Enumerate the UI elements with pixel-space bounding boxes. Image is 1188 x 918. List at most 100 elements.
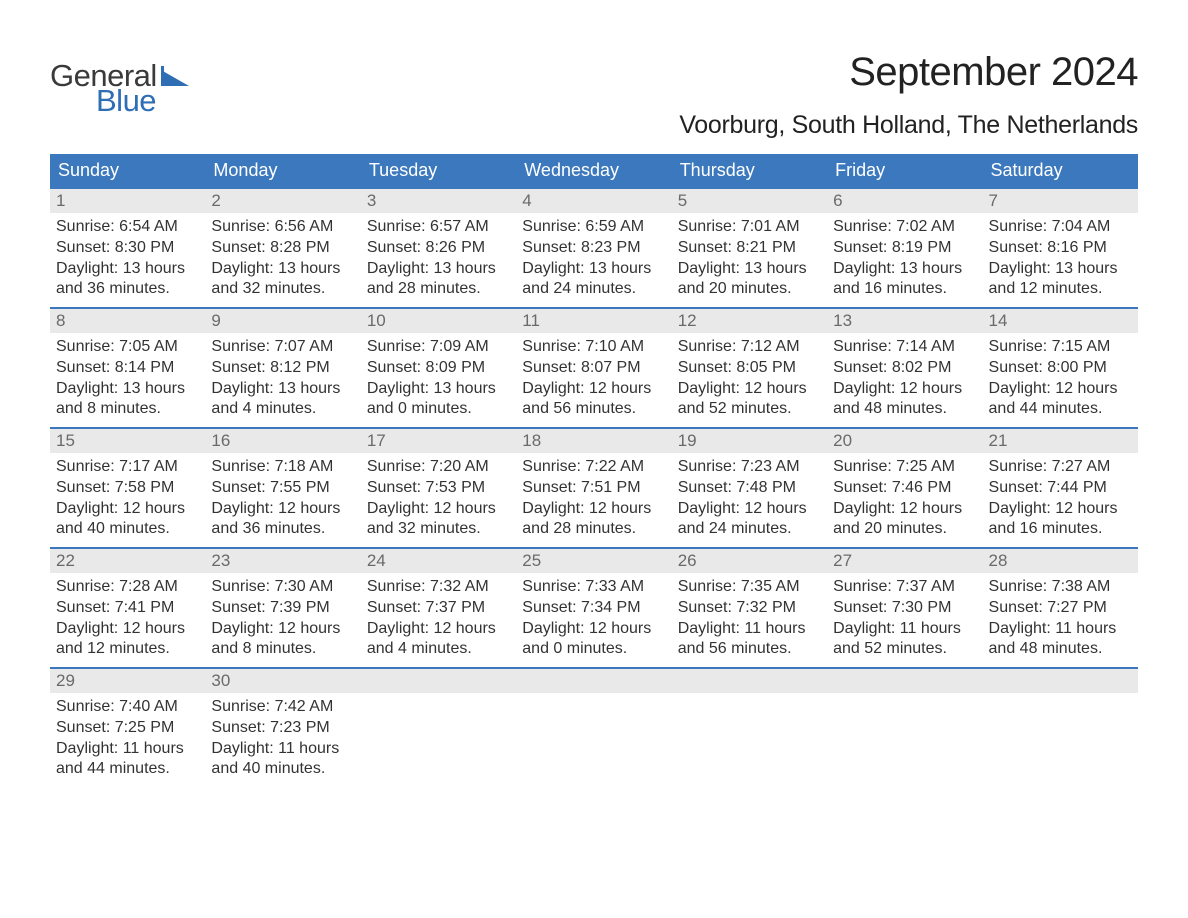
day-sunset: Sunset: 7:27 PM xyxy=(989,598,1132,619)
day-d2: and 40 minutes. xyxy=(211,759,354,780)
day-body: Sunrise: 6:56 AMSunset: 8:28 PMDaylight:… xyxy=(205,213,360,300)
day-body: Sunrise: 7:09 AMSunset: 8:09 PMDaylight:… xyxy=(361,333,516,420)
day-sunrise: Sunrise: 7:15 AM xyxy=(989,337,1132,358)
day-d1: Daylight: 12 hours xyxy=(989,499,1132,520)
day-d2: and 0 minutes. xyxy=(367,399,510,420)
day-number: 14 xyxy=(989,311,1008,330)
day-d2: and 16 minutes. xyxy=(989,519,1132,540)
day-body xyxy=(361,693,516,697)
day-number-row: 11 xyxy=(516,309,671,333)
week-row: 8Sunrise: 7:05 AMSunset: 8:14 PMDaylight… xyxy=(50,307,1138,427)
day-sunset: Sunset: 8:28 PM xyxy=(211,238,354,259)
day-cell: 14Sunrise: 7:15 AMSunset: 8:00 PMDayligh… xyxy=(983,309,1138,427)
day-sunset: Sunset: 7:46 PM xyxy=(833,478,976,499)
day-cell xyxy=(827,669,982,787)
day-cell: 17Sunrise: 7:20 AMSunset: 7:53 PMDayligh… xyxy=(361,429,516,547)
day-d2: and 28 minutes. xyxy=(367,279,510,300)
day-d1: Daylight: 11 hours xyxy=(211,739,354,760)
day-d2: and 44 minutes. xyxy=(989,399,1132,420)
day-d2: and 52 minutes. xyxy=(833,639,976,660)
day-body xyxy=(516,693,671,697)
day-body: Sunrise: 7:38 AMSunset: 7:27 PMDaylight:… xyxy=(983,573,1138,660)
logo: General Blue xyxy=(50,50,189,116)
day-number: 8 xyxy=(56,311,65,330)
day-sunrise: Sunrise: 7:12 AM xyxy=(678,337,821,358)
day-d1: Daylight: 11 hours xyxy=(989,619,1132,640)
day-body: Sunrise: 7:01 AMSunset: 8:21 PMDaylight:… xyxy=(672,213,827,300)
day-body: Sunrise: 7:27 AMSunset: 7:44 PMDaylight:… xyxy=(983,453,1138,540)
day-d1: Daylight: 13 hours xyxy=(211,379,354,400)
day-d1: Daylight: 12 hours xyxy=(678,379,821,400)
day-d2: and 48 minutes. xyxy=(833,399,976,420)
day-number: 15 xyxy=(56,431,75,450)
day-number-row: 18 xyxy=(516,429,671,453)
day-sunrise: Sunrise: 7:07 AM xyxy=(211,337,354,358)
day-sunrise: Sunrise: 7:37 AM xyxy=(833,577,976,598)
day-number-row: 27 xyxy=(827,549,982,573)
day-d2: and 28 minutes. xyxy=(522,519,665,540)
day-body: Sunrise: 6:57 AMSunset: 8:26 PMDaylight:… xyxy=(361,213,516,300)
day-number-row: 2 xyxy=(205,189,360,213)
weekday-header: Saturday xyxy=(983,154,1138,187)
page: General Blue September 2024 Voorburg, So… xyxy=(0,0,1188,787)
day-cell: 7Sunrise: 7:04 AMSunset: 8:16 PMDaylight… xyxy=(983,189,1138,307)
day-number xyxy=(522,671,527,690)
day-d2: and 56 minutes. xyxy=(678,639,821,660)
day-body: Sunrise: 7:23 AMSunset: 7:48 PMDaylight:… xyxy=(672,453,827,540)
day-number-row: 13 xyxy=(827,309,982,333)
weekday-header: Friday xyxy=(827,154,982,187)
day-d2: and 12 minutes. xyxy=(989,279,1132,300)
day-d1: Daylight: 13 hours xyxy=(211,259,354,280)
day-body: Sunrise: 7:25 AMSunset: 7:46 PMDaylight:… xyxy=(827,453,982,540)
day-number-row: 8 xyxy=(50,309,205,333)
day-number: 18 xyxy=(522,431,541,450)
day-cell: 4Sunrise: 6:59 AMSunset: 8:23 PMDaylight… xyxy=(516,189,671,307)
day-d2: and 20 minutes. xyxy=(678,279,821,300)
day-sunrise: Sunrise: 7:01 AM xyxy=(678,217,821,238)
day-body: Sunrise: 7:18 AMSunset: 7:55 PMDaylight:… xyxy=(205,453,360,540)
day-d1: Daylight: 12 hours xyxy=(56,499,199,520)
day-cell: 25Sunrise: 7:33 AMSunset: 7:34 PMDayligh… xyxy=(516,549,671,667)
day-cell: 10Sunrise: 7:09 AMSunset: 8:09 PMDayligh… xyxy=(361,309,516,427)
day-sunset: Sunset: 7:55 PM xyxy=(211,478,354,499)
day-sunset: Sunset: 8:16 PM xyxy=(989,238,1132,259)
day-body: Sunrise: 7:20 AMSunset: 7:53 PMDaylight:… xyxy=(361,453,516,540)
day-sunset: Sunset: 7:34 PM xyxy=(522,598,665,619)
day-d1: Daylight: 12 hours xyxy=(678,499,821,520)
day-number-row xyxy=(361,669,516,693)
day-d1: Daylight: 12 hours xyxy=(211,619,354,640)
location: Voorburg, South Holland, The Netherlands xyxy=(679,111,1138,140)
day-d2: and 40 minutes. xyxy=(56,519,199,540)
day-body: Sunrise: 7:12 AMSunset: 8:05 PMDaylight:… xyxy=(672,333,827,420)
weekday-header: Sunday xyxy=(50,154,205,187)
day-d1: Daylight: 13 hours xyxy=(56,379,199,400)
day-body: Sunrise: 7:10 AMSunset: 8:07 PMDaylight:… xyxy=(516,333,671,420)
day-body: Sunrise: 7:42 AMSunset: 7:23 PMDaylight:… xyxy=(205,693,360,780)
day-body: Sunrise: 7:14 AMSunset: 8:02 PMDaylight:… xyxy=(827,333,982,420)
day-cell: 26Sunrise: 7:35 AMSunset: 7:32 PMDayligh… xyxy=(672,549,827,667)
day-number-row: 17 xyxy=(361,429,516,453)
day-sunrise: Sunrise: 7:35 AM xyxy=(678,577,821,598)
day-number-row xyxy=(983,669,1138,693)
day-body: Sunrise: 7:04 AMSunset: 8:16 PMDaylight:… xyxy=(983,213,1138,300)
day-cell: 28Sunrise: 7:38 AMSunset: 7:27 PMDayligh… xyxy=(983,549,1138,667)
day-sunset: Sunset: 8:05 PM xyxy=(678,358,821,379)
weekday-header: Thursday xyxy=(672,154,827,187)
day-d2: and 24 minutes. xyxy=(678,519,821,540)
day-d1: Daylight: 12 hours xyxy=(989,379,1132,400)
top-row: General Blue September 2024 Voorburg, So… xyxy=(50,50,1138,140)
day-cell xyxy=(672,669,827,787)
day-cell: 20 Sunrise: 7:25 AMSunset: 7:46 PMDayligh… xyxy=(827,429,982,547)
day-cell: 11Sunrise: 7:10 AMSunset: 8:07 PMDayligh… xyxy=(516,309,671,427)
day-sunrise: Sunrise: 6:57 AM xyxy=(367,217,510,238)
day-sunset: Sunset: 8:02 PM xyxy=(833,358,976,379)
day-sunset: Sunset: 8:14 PM xyxy=(56,358,199,379)
day-body: Sunrise: 7:32 AMSunset: 7:37 PMDaylight:… xyxy=(361,573,516,660)
day-cell: 24Sunrise: 7:32 AMSunset: 7:37 PMDayligh… xyxy=(361,549,516,667)
week-row: 15Sunrise: 7:17 AMSunset: 7:58 PMDayligh… xyxy=(50,427,1138,547)
day-cell: 30Sunrise: 7:42 AMSunset: 7:23 PMDayligh… xyxy=(205,669,360,787)
day-d2: and 32 minutes. xyxy=(367,519,510,540)
day-number: 20 xyxy=(833,431,852,450)
day-number-row: 4 xyxy=(516,189,671,213)
day-number-row: 21 xyxy=(983,429,1138,453)
